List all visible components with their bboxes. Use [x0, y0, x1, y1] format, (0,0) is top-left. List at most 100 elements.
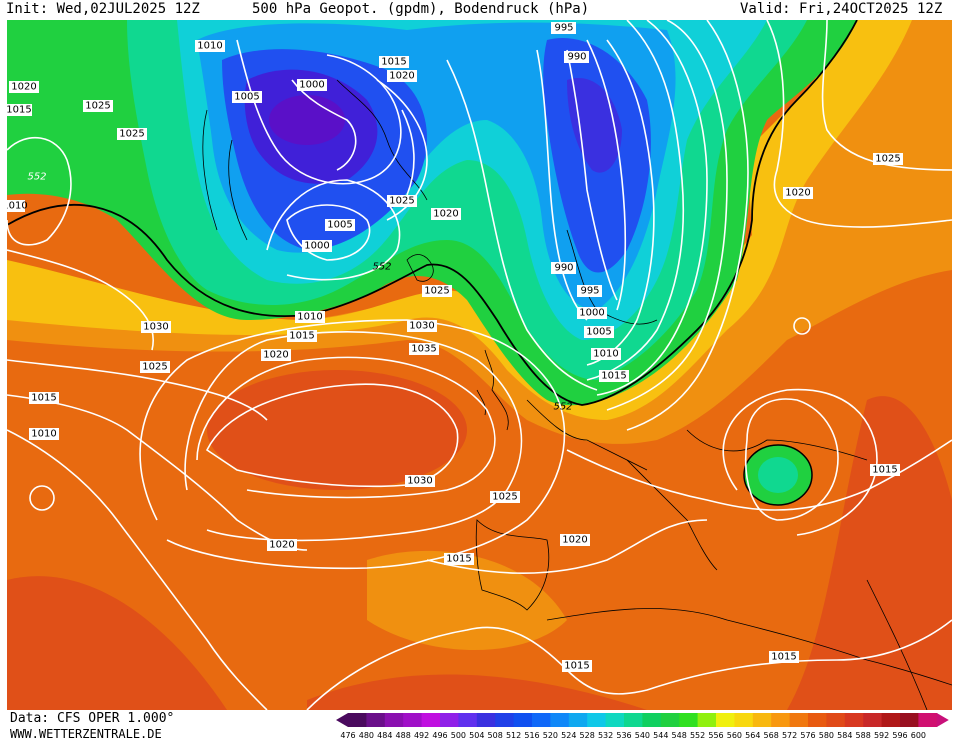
field-deep-purple [269, 95, 345, 145]
legend-swatch [808, 713, 827, 727]
isobar-labels: 1010 1020 1015 1025 1025 1005 1000 1015 … [7, 22, 903, 672]
legend-swatches [336, 713, 949, 727]
legend-swatch [826, 713, 846, 727]
svg-text:1020: 1020 [389, 71, 414, 82]
contour-label: 1020 [267, 539, 297, 551]
svg-text:990: 990 [554, 263, 573, 274]
legend-tick-label: 528 [580, 731, 595, 740]
contour-label: 1025 [873, 153, 903, 165]
svg-text:552: 552 [553, 402, 572, 413]
contour-label: 1000 [577, 307, 607, 319]
svg-text:1020: 1020 [785, 188, 810, 199]
svg-text:1020: 1020 [562, 535, 587, 546]
svg-text:1030: 1030 [409, 321, 434, 332]
legend-swatch [918, 713, 938, 727]
contour-label: 990 [551, 262, 576, 274]
svg-text:1000: 1000 [304, 241, 329, 252]
legend-ticks: 476 480 484 488 492 496 500 504 508 512 516 520 524 5… [340, 731, 926, 740]
legend-swatch [550, 713, 570, 727]
svg-text:1025: 1025 [142, 362, 167, 373]
svg-text:1015: 1015 [564, 661, 589, 672]
weather-map: 1010 1020 1015 1025 1025 1005 1000 1015 … [7, 20, 952, 710]
svg-text:1010: 1010 [31, 429, 56, 440]
data-source: Data: CFS OPER 1.000° [10, 711, 175, 726]
legend-tick-label: 532 [598, 731, 613, 740]
contour-label: 1015 [7, 104, 32, 116]
svg-text:1015: 1015 [872, 465, 897, 476]
legend-swatch [568, 713, 588, 727]
legend-swatch [844, 713, 864, 727]
legend-tick-label: 572 [782, 731, 797, 740]
contour-label: 1010 [591, 348, 621, 360]
legend-arrow-high [936, 713, 949, 727]
field-south [307, 674, 647, 710]
legend-tick-label: 488 [396, 731, 411, 740]
legend-tick-label: 596 [892, 731, 907, 740]
isoline-552 [7, 20, 858, 406]
legend-swatch [476, 713, 496, 727]
contour-label: 1020 [387, 70, 417, 82]
legend-tick-label: 480 [359, 731, 374, 740]
contour-label: 1010 [195, 40, 225, 52]
contour-label: 1025 [117, 128, 147, 140]
legend-swatch [532, 713, 551, 727]
field-southeast [787, 396, 952, 710]
legend-swatch [587, 713, 607, 727]
legend-tick-label: 556 [708, 731, 723, 740]
legend-tick-label: 568 [764, 731, 779, 740]
legend-swatch [366, 713, 386, 727]
contour-label: 552 [27, 172, 46, 183]
legend-swatch [881, 713, 901, 727]
contour-label: 1010 [29, 428, 59, 440]
contour-label: 995 [577, 285, 602, 297]
contour-label: 1015 [870, 464, 900, 476]
field-southwest [7, 576, 227, 710]
svg-text:1020: 1020 [269, 540, 294, 551]
svg-text:1015: 1015 [771, 652, 796, 663]
legend-tick-label: 544 [653, 731, 668, 740]
svg-text:1030: 1030 [407, 476, 432, 487]
legend-swatch [697, 713, 717, 727]
legend-swatch [348, 713, 367, 727]
legend-swatch [863, 713, 883, 727]
legend-tick-label: 516 [524, 731, 539, 740]
legend-swatch [752, 713, 772, 727]
svg-text:1020: 1020 [11, 82, 36, 93]
legend-tick-label: 564 [745, 731, 760, 740]
legend-tick-label: 560 [727, 731, 742, 740]
legend-tick-label: 504 [469, 731, 484, 740]
svg-text:1025: 1025 [492, 492, 517, 503]
svg-text:1025: 1025 [389, 196, 414, 207]
legend-tick-label: 476 [340, 731, 355, 740]
contour-label: 1030 [405, 475, 435, 487]
svg-text:990: 990 [567, 52, 586, 63]
svg-text:1015: 1015 [31, 393, 56, 404]
svg-text:995: 995 [554, 23, 573, 34]
contour-label: 1025 [490, 491, 520, 503]
legend-swatch [771, 713, 791, 727]
contour-label: 1025 [140, 361, 170, 373]
contour-label: 1015 [29, 392, 59, 404]
svg-text:1010: 1010 [7, 201, 28, 212]
contour-label: 1015 [562, 660, 592, 672]
svg-text:1015: 1015 [601, 371, 626, 382]
legend-tick-label: 500 [451, 731, 466, 740]
legend-swatch [495, 713, 515, 727]
svg-text:1005: 1005 [234, 92, 259, 103]
legend-swatch [421, 713, 441, 727]
contour-label: 1010 [7, 200, 28, 212]
legend-swatch [624, 713, 643, 727]
svg-text:1000: 1000 [299, 80, 324, 91]
svg-text:1015: 1015 [7, 105, 32, 116]
contour-label: 1025 [422, 285, 452, 297]
contour-label: 1015 [379, 56, 409, 68]
legend-tick-label: 508 [488, 731, 503, 740]
legend-tick-label: 600 [911, 731, 926, 740]
legend-swatch [440, 713, 459, 727]
contour-label: 1000 [297, 79, 327, 91]
legend-swatch [900, 713, 919, 727]
svg-text:1030: 1030 [143, 322, 168, 333]
svg-text:1015: 1015 [381, 57, 406, 68]
legend-tick-label: 524 [561, 731, 576, 740]
contour-label: 1015 [599, 370, 629, 382]
